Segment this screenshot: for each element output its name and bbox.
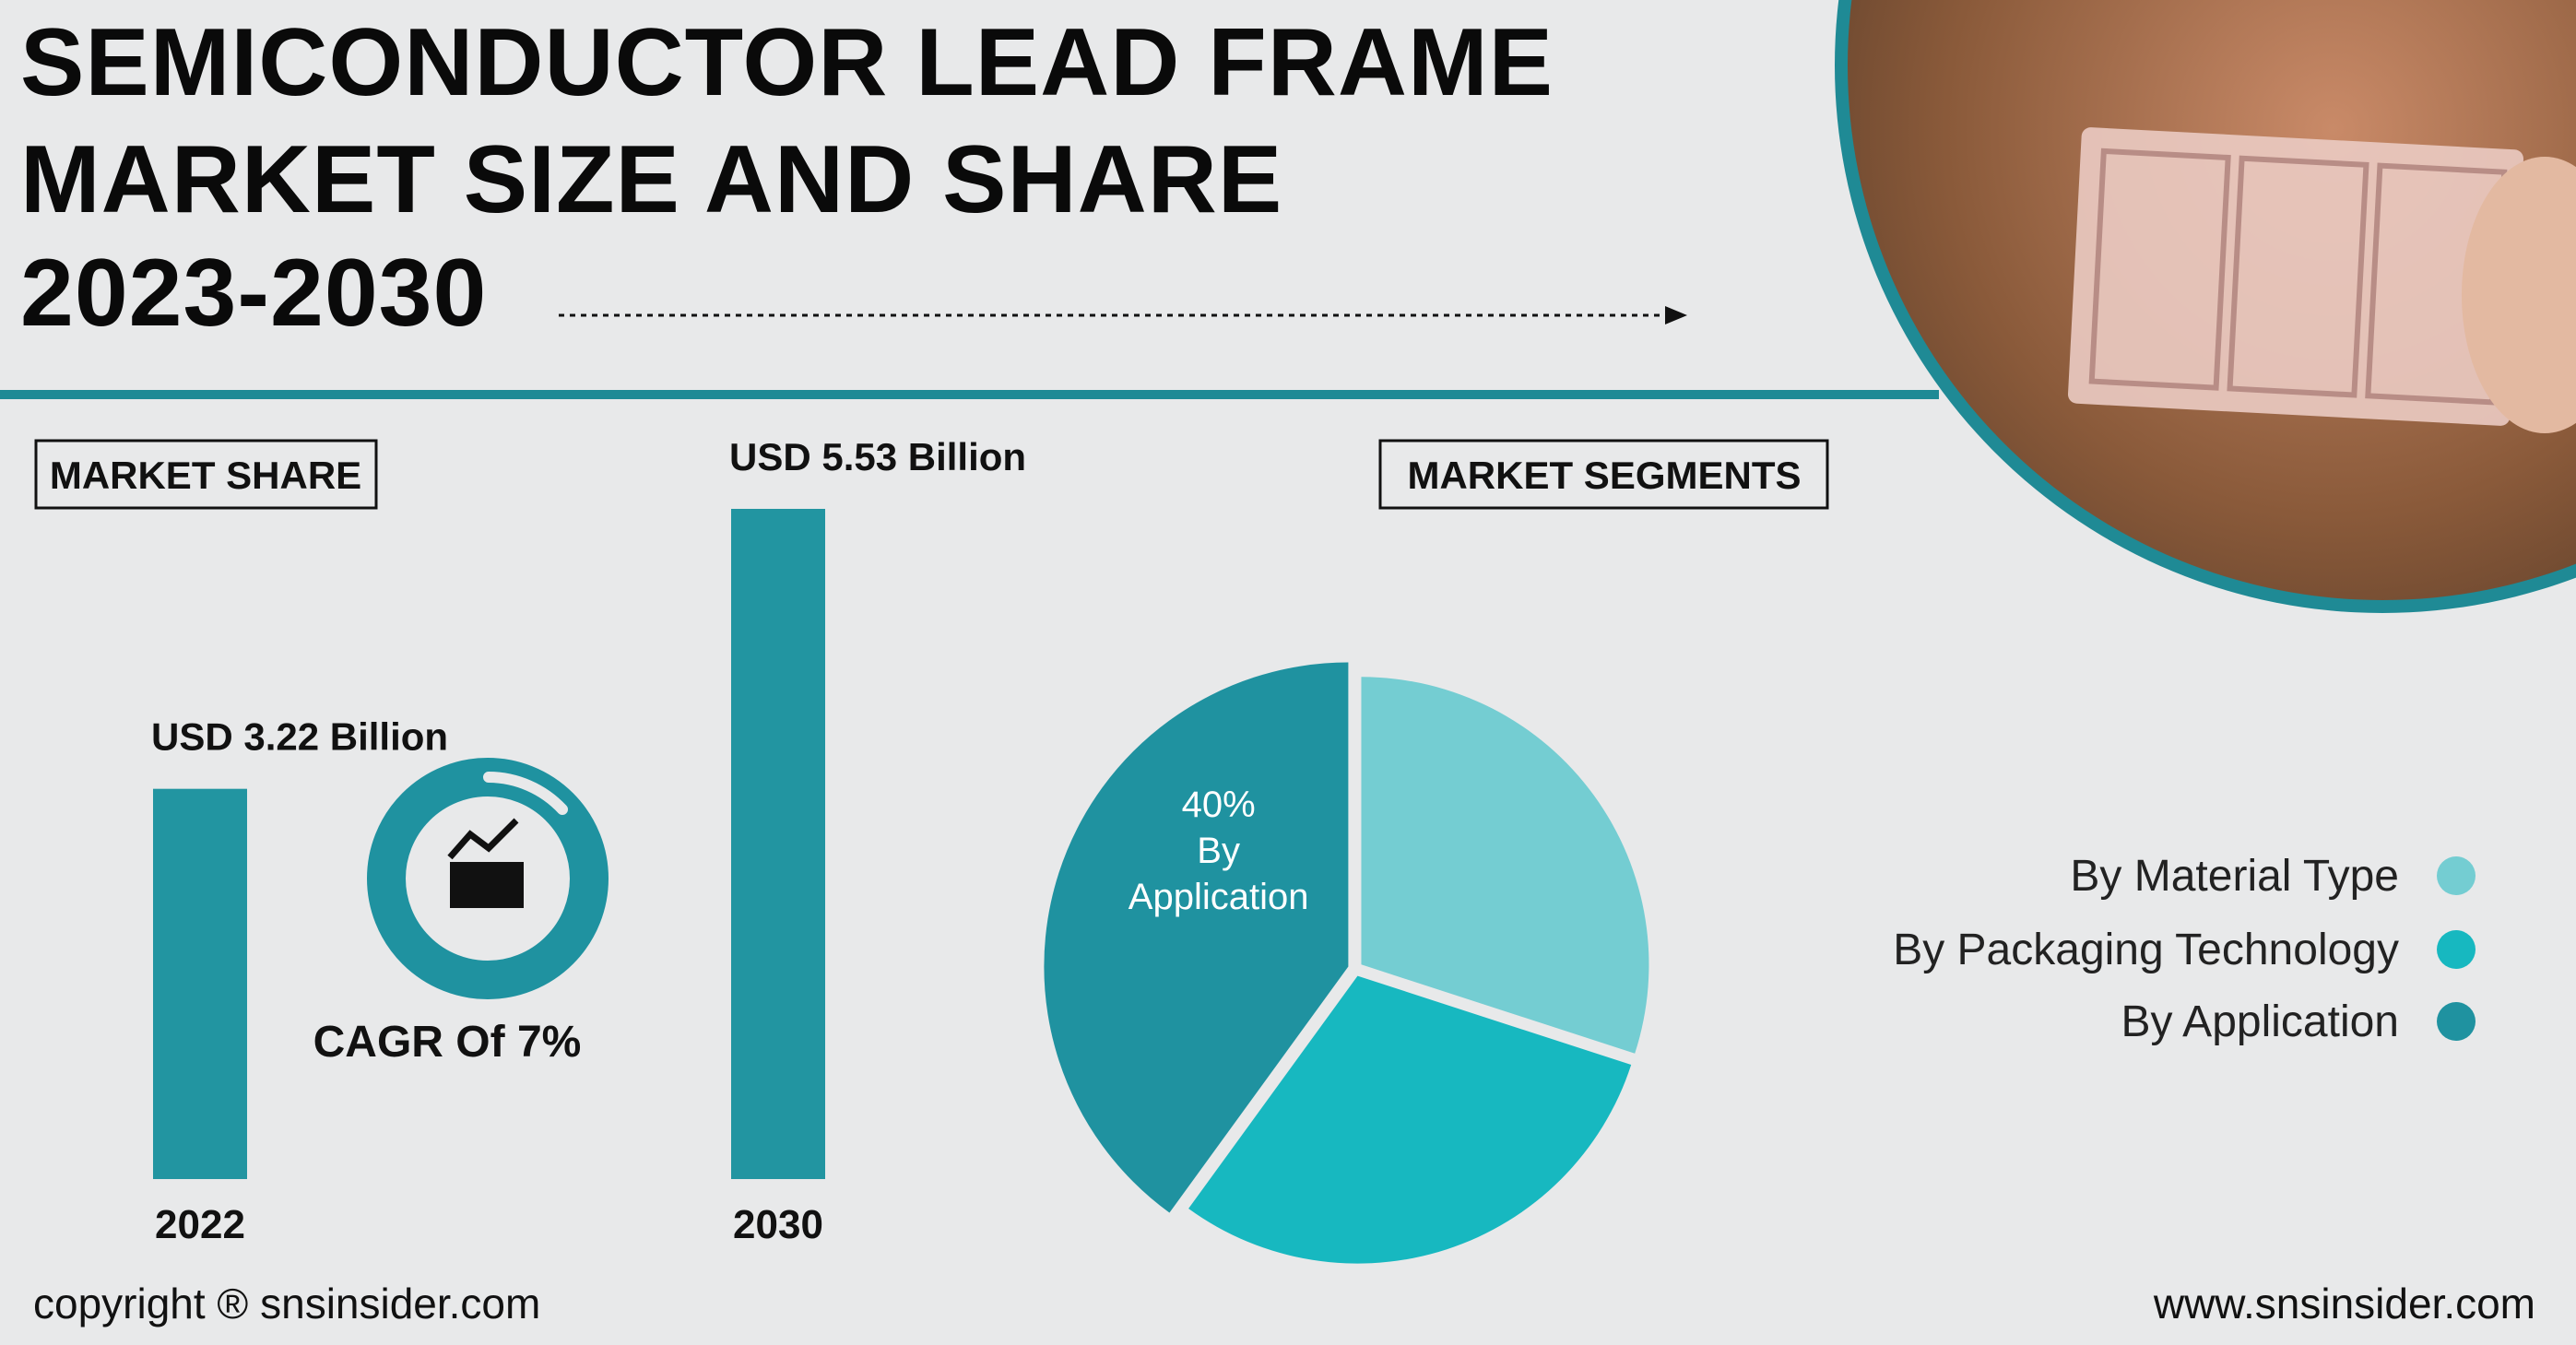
slice-value: 40%: [1181, 784, 1256, 825]
bar: [731, 509, 825, 1179]
slice-label: 40% By Application: [1128, 784, 1309, 917]
legend-label: By Application: [2121, 997, 2399, 1046]
value-label: USD 3.22 Billion: [151, 715, 448, 759]
title-line: SEMICONDUCTOR LEAD FRAME: [20, 9, 1554, 116]
slice-category: By Application: [1128, 830, 1309, 917]
pie-slice: [1361, 677, 1649, 1054]
title-line: MARKET SIZE AND SHARE: [20, 126, 1282, 233]
website: www.snsinsider.com: [2153, 1280, 2535, 1327]
badge-box: [1378, 439, 1829, 510]
pie-slice: [1044, 662, 1349, 1213]
legend-swatch: [2437, 930, 2476, 969]
copyright: copyright ® snsinsider.com: [33, 1280, 540, 1327]
cagr-arc: [483, 772, 568, 815]
badge: MARKET SHARE: [50, 454, 361, 497]
value-label: USD 5.53 Billion: [729, 435, 1026, 478]
cagr-label: CAGR Of 7%: [313, 1018, 582, 1067]
cagr-icon: [447, 818, 524, 908]
badge-box: [34, 439, 378, 510]
pie-slice: [1188, 975, 1632, 1264]
legend-swatch: [2437, 856, 2476, 895]
bar: [153, 788, 247, 1179]
badge: MARKET SEGMENTS: [1407, 454, 1801, 497]
category-label: 2030: [733, 1202, 823, 1247]
divider: [0, 390, 1939, 399]
legend-label: By Material Type: [2070, 852, 2399, 901]
category-label: 2022: [155, 1202, 245, 1247]
legend-swatch: [2437, 1002, 2476, 1041]
title-line: 2023-2030: [20, 240, 487, 347]
legend-label: By Packaging Technology: [1893, 926, 2399, 974]
arrow-head: [1665, 306, 1687, 324]
